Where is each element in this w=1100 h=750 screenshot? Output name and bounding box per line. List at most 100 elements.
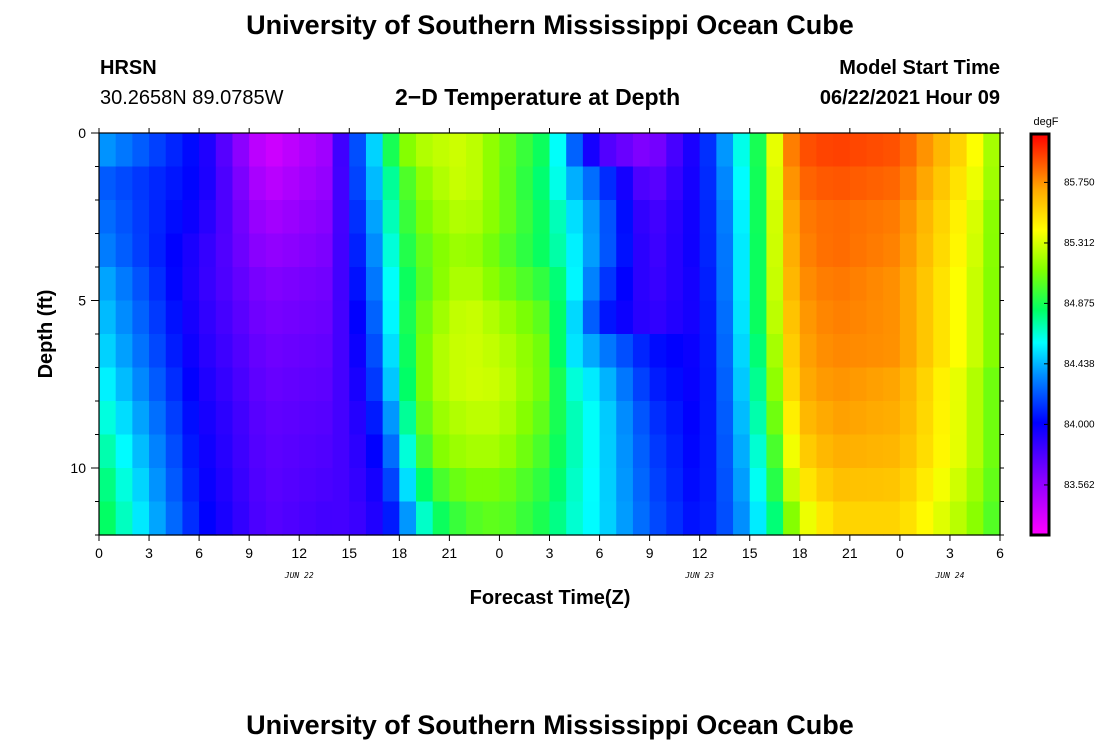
heatmap-cell <box>332 267 350 302</box>
heatmap-cell <box>899 133 918 168</box>
heatmap-cell <box>516 501 534 536</box>
heatmap-cell <box>599 334 617 369</box>
heatmap-cell <box>215 501 234 536</box>
heatmap-cell <box>682 166 701 201</box>
heatmap-cell <box>299 367 317 402</box>
heatmap-cell <box>649 434 667 469</box>
heatmap-cell <box>833 267 851 302</box>
heatmap-cell <box>849 334 868 369</box>
heatmap-cell <box>115 367 133 402</box>
x-tick-label: 15 <box>341 545 357 561</box>
heatmap-cell <box>349 133 367 168</box>
heatmap-cell <box>582 133 601 168</box>
heatmap-cell <box>99 468 117 503</box>
heatmap-cell <box>699 300 717 335</box>
heatmap-cell <box>566 200 584 235</box>
heatmap-cell <box>682 367 701 402</box>
heatmap-cell <box>416 468 434 503</box>
heatmap-cell <box>699 267 717 302</box>
heatmap-cell <box>516 300 534 335</box>
heatmap-cell <box>499 267 517 302</box>
heatmap-cell <box>466 300 484 335</box>
heatmap-cell <box>382 133 400 168</box>
heatmap-cell <box>566 468 584 503</box>
heatmap-cell <box>432 334 450 369</box>
heatmap-cell <box>499 501 517 536</box>
heatmap-cell <box>165 367 184 402</box>
heatmap-cell <box>582 468 601 503</box>
heatmap-cell <box>466 200 484 235</box>
heatmap-cell <box>949 367 968 402</box>
heatmap-cell <box>966 166 984 201</box>
heatmap-cell <box>115 267 133 302</box>
heatmap-cell <box>499 300 517 335</box>
heatmap-cell <box>949 200 968 235</box>
heatmap-cell <box>716 367 734 402</box>
heatmap-cell <box>749 334 768 369</box>
heatmap-cell <box>416 434 434 469</box>
y-tick-label: 10 <box>70 460 86 476</box>
heatmap-cell <box>866 501 884 536</box>
heatmap-cell <box>699 401 717 436</box>
heatmap-cell <box>899 200 918 235</box>
heatmap-cell <box>466 267 484 302</box>
heatmap-cell <box>132 200 150 235</box>
heatmap-cell <box>933 233 951 268</box>
heatmap-cell <box>849 133 868 168</box>
heatmap-cell <box>132 166 150 201</box>
heatmap-cell <box>799 401 818 436</box>
heatmap-cell <box>666 300 684 335</box>
heatmap-cell <box>499 468 517 503</box>
heatmap-cell <box>933 401 951 436</box>
heatmap-cell <box>482 166 501 201</box>
colorbar-label: 84.438 <box>1064 359 1095 370</box>
heatmap-cell <box>432 434 450 469</box>
heatmap-cell <box>883 133 901 168</box>
heatmap-cell <box>749 434 768 469</box>
y-axis-label: Depth (ft) <box>35 290 57 379</box>
heatmap-cell <box>632 401 651 436</box>
heatmap-cell <box>799 133 818 168</box>
heatmap-cell <box>866 434 884 469</box>
heatmap-cell <box>265 468 284 503</box>
heatmap-cell <box>482 501 501 536</box>
x-tick-label: 12 <box>692 545 708 561</box>
heatmap-cell <box>949 300 968 335</box>
heatmap-cell <box>282 334 300 369</box>
heatmap-cell <box>282 166 300 201</box>
heatmap-cell <box>115 468 133 503</box>
heatmap-cell <box>949 501 968 536</box>
heatmap-cell <box>299 267 317 302</box>
heatmap-cell <box>249 166 267 201</box>
heatmap-cell <box>699 334 717 369</box>
heatmap-cell <box>516 434 534 469</box>
heatmap-cell <box>182 434 200 469</box>
y-axis: 0 5 10 <box>70 125 1004 536</box>
heatmap-cell <box>749 267 768 302</box>
heatmap-cell <box>165 200 184 235</box>
heatmap-cell <box>549 434 567 469</box>
heatmap-cell <box>249 300 267 335</box>
heatmap-cell <box>499 367 517 402</box>
heatmap-cell <box>532 300 551 335</box>
x-tick-label: 18 <box>792 545 808 561</box>
heatmap-cell <box>699 233 717 268</box>
heatmap-cell <box>766 334 784 369</box>
heatmap-cell <box>866 468 884 503</box>
heatmap-cell <box>582 166 601 201</box>
heatmap-cell <box>299 133 317 168</box>
heatmap-cell <box>182 468 200 503</box>
heatmap-cell <box>849 267 868 302</box>
heatmap-cell <box>849 401 868 436</box>
heatmap-cell <box>399 401 417 436</box>
heatmap-cell <box>499 401 517 436</box>
heatmap-cell <box>182 200 200 235</box>
heatmap-cell <box>382 300 400 335</box>
y-tick-label: 0 <box>78 125 86 141</box>
heatmap-cell <box>599 434 617 469</box>
heatmap-cell <box>299 300 317 335</box>
heatmap-cell <box>249 434 267 469</box>
heatmap-cell <box>466 334 484 369</box>
heatmap-cell <box>733 166 751 201</box>
heatmap-cell <box>649 367 667 402</box>
